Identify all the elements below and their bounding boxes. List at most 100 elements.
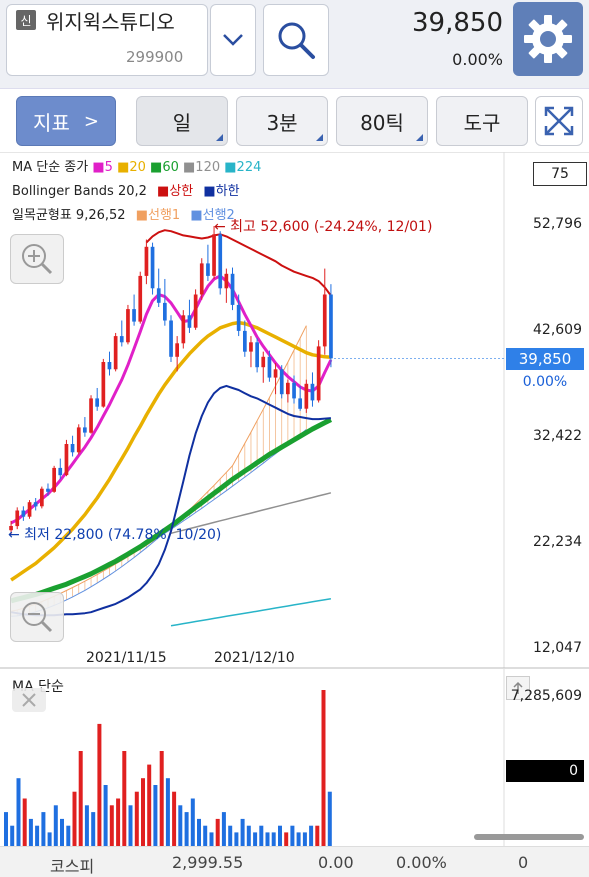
zoom-in-button[interactable]: [10, 234, 64, 284]
bb-lower-line: [10, 384, 331, 617]
volume-bar: [78, 751, 83, 846]
price-axis-label: 52,796: [533, 216, 582, 232]
candle-body: [15, 510, 20, 527]
ma-60-line: [10, 417, 333, 604]
candle-body: [52, 467, 56, 492]
candle-body: [132, 309, 136, 322]
candle-body: [224, 273, 229, 289]
ma-legend-marker: ■: [92, 160, 105, 175]
indicator-button[interactable]: 지표 >: [16, 96, 116, 146]
visible-count-box[interactable]: 75: [533, 162, 587, 186]
volume-bar: [116, 798, 121, 846]
volume-bar: [16, 778, 21, 846]
candle-body: [113, 336, 118, 370]
gear-icon: [524, 15, 572, 63]
volume-bar: [184, 812, 189, 846]
scroll-up-button[interactable]: [506, 676, 530, 700]
date-label: 2021/11/15: [86, 650, 167, 666]
candle-body: [212, 234, 216, 276]
candle-body: [107, 362, 112, 370]
ma-legend-marker: ■: [178, 160, 196, 175]
price-axis-label: 42,609: [533, 322, 582, 338]
candle-body: [199, 263, 204, 295]
ma-5-line: [10, 274, 333, 525]
candle-body: [316, 346, 321, 401]
volume-bar: [271, 832, 276, 846]
chevron-right-icon: >: [83, 110, 99, 132]
period-3min-button[interactable]: 3분: [236, 96, 328, 146]
volume-bar: [197, 818, 201, 846]
ma-20-line: [10, 320, 332, 582]
ma-legend-label: 5: [104, 160, 113, 175]
span1-marker: ■: [135, 208, 148, 223]
ma-legend-label: 224: [236, 160, 262, 175]
volume-bar: [47, 832, 52, 846]
candle-body: [144, 246, 149, 276]
ichimoku-legend-title: 일목균형표 9,26,52: [12, 208, 126, 223]
stock-selector[interactable]: [6, 4, 208, 76]
stock-name[interactable]: 위지윅스튜디오: [46, 10, 175, 34]
volume-bar: [178, 805, 183, 846]
candle-body: [9, 526, 13, 531]
index-change: 0.00: [318, 853, 354, 872]
period-80tick-button[interactable]: 80틱: [336, 96, 428, 146]
volume-bar: [134, 791, 139, 846]
volume-bar: [228, 825, 233, 846]
ma-224-line: [170, 597, 332, 627]
volume-bar: [66, 825, 71, 846]
date-label: 2021/12/10: [214, 650, 295, 666]
stock-dropdown-button[interactable]: [210, 4, 256, 76]
candle-body: [70, 444, 75, 453]
expand-icon: [544, 106, 574, 136]
volume-bar: [103, 785, 108, 846]
current-rate-tag: 0.00%: [522, 374, 568, 390]
candle-body: [83, 427, 87, 433]
close-icon: [22, 693, 36, 707]
dropdown-corner-icon: [316, 134, 323, 141]
candle-body: [261, 356, 266, 368]
stock-chart[interactable]: [0, 152, 589, 846]
zoom-out-button[interactable]: [10, 592, 64, 642]
volume-bar: [122, 751, 127, 846]
span2-label: 선행2: [202, 208, 235, 223]
tools-label: 도구: [463, 110, 501, 135]
tools-button[interactable]: 도구: [436, 96, 528, 146]
horizontal-scrollbar[interactable]: [474, 834, 584, 840]
ma-legend-marker: ■: [145, 160, 163, 175]
price-axis-label: 32,422: [533, 428, 582, 444]
volume-bar: [22, 798, 27, 846]
ma-120-line: [170, 492, 332, 535]
indicator-label: 지표: [33, 110, 70, 135]
candle-body: [58, 467, 63, 476]
volume-bar: [172, 791, 177, 846]
candle-body: [119, 336, 124, 343]
close-volume-button[interactable]: [12, 688, 46, 712]
candle-body: [163, 302, 167, 321]
period-day-button[interactable]: 일: [136, 96, 228, 146]
candle-body: [95, 398, 99, 407]
volume-bar: [35, 825, 40, 846]
volume-bar: [60, 818, 64, 846]
volume-bar: [296, 832, 301, 846]
search-button[interactable]: [263, 4, 329, 76]
candle-body: [292, 382, 296, 399]
candle-body: [40, 488, 44, 507]
volume-bar: [159, 751, 164, 846]
index-change-rate: 0.00%: [396, 853, 447, 872]
candle-body: [279, 369, 284, 395]
ichimoku-legend: 일목균형표 9,26,52 ■선행1 ■선행2: [12, 204, 235, 223]
settings-button[interactable]: [513, 2, 583, 76]
volume-bar: [4, 812, 8, 846]
candle-body: [64, 444, 69, 476]
arrow-up-icon: [513, 681, 523, 694]
candle-body: [243, 330, 247, 352]
candle-body: [89, 398, 93, 433]
candle-body: [236, 304, 241, 331]
volume-bar: [141, 778, 145, 846]
candle-body: [101, 362, 106, 407]
volume-bar: [147, 764, 152, 846]
volume-bar: [41, 812, 46, 846]
bb-upper-marker: ■: [157, 184, 170, 199]
fullscreen-button[interactable]: [535, 96, 583, 146]
span2-marker: ■: [190, 208, 203, 223]
